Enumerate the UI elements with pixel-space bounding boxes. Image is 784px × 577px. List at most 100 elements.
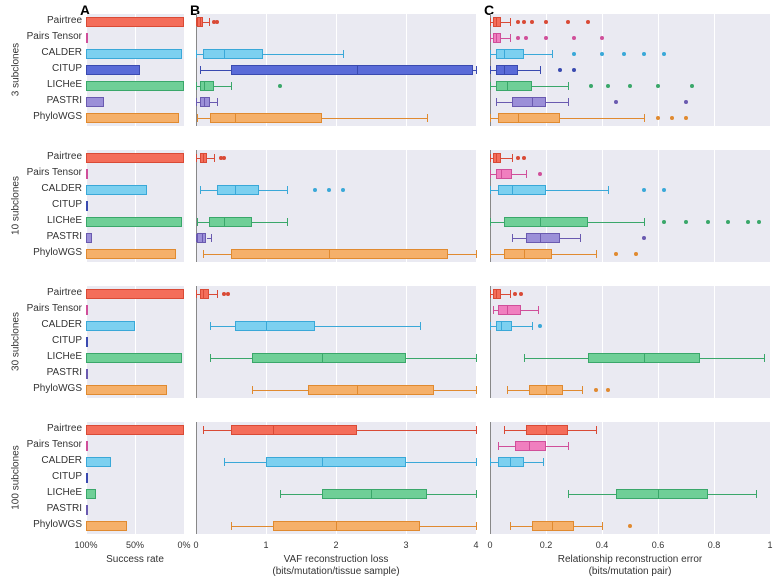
box	[252, 353, 406, 363]
cap-high	[582, 386, 583, 394]
cap-high	[476, 522, 477, 530]
figure-root: ABC3 subclones10 subclones30 subclones10…	[0, 0, 784, 571]
box	[532, 521, 574, 531]
whisker-high	[252, 222, 287, 223]
gridline	[266, 150, 267, 262]
outlier	[684, 116, 688, 120]
outlier	[572, 52, 576, 56]
median	[501, 169, 502, 179]
cap-low	[490, 82, 491, 90]
bar	[86, 169, 88, 179]
whisker-high	[532, 86, 568, 87]
bar	[86, 505, 88, 515]
cap-high	[420, 322, 421, 330]
tick-label: 0	[181, 540, 211, 550]
gridline	[770, 422, 771, 534]
median	[224, 217, 225, 227]
cap-high	[476, 386, 477, 394]
axis-subtitle: (bits/mutation/tissue sample)	[196, 566, 476, 577]
box	[498, 457, 523, 467]
box	[231, 65, 473, 75]
cap-low	[490, 50, 491, 58]
median	[235, 185, 236, 195]
cap-low	[504, 426, 505, 434]
cap-low	[490, 458, 491, 466]
bar	[86, 321, 135, 331]
gridline	[546, 422, 547, 534]
whisker-high	[406, 462, 476, 463]
outlier	[656, 116, 660, 120]
median	[224, 49, 225, 59]
method-label: LICHeE	[12, 351, 82, 362]
box	[322, 489, 427, 499]
cap-high	[287, 218, 288, 226]
whisker-low	[568, 494, 616, 495]
whisker-high	[552, 254, 597, 255]
tick-label: 0.6	[643, 540, 673, 550]
box	[512, 97, 546, 107]
whisker-high	[521, 310, 538, 311]
cap-low	[196, 50, 197, 58]
gridline	[184, 150, 185, 262]
whisker-high	[512, 174, 526, 175]
box	[498, 305, 520, 315]
cap-low	[197, 114, 198, 122]
tick-label: 0.8	[699, 540, 729, 550]
outlier	[746, 220, 750, 224]
method-label: PASTRI	[12, 95, 82, 106]
box	[498, 185, 546, 195]
median	[322, 353, 323, 363]
cap-low	[196, 290, 197, 298]
whisker-high	[700, 358, 764, 359]
box	[493, 17, 501, 27]
median	[235, 113, 236, 123]
whisker-low	[504, 430, 526, 431]
whisker-low	[200, 70, 232, 71]
whisker-high	[563, 390, 583, 391]
gridline	[476, 286, 477, 398]
method-label: PhyloWGS	[12, 247, 82, 258]
whisker-high	[406, 358, 476, 359]
cap-low	[210, 354, 211, 362]
median	[510, 457, 511, 467]
whisker-high	[546, 446, 568, 447]
box	[235, 321, 316, 331]
axis-subtitle: (bits/mutation pair)	[490, 566, 770, 577]
method-label: LICHeE	[12, 487, 82, 498]
cap-high	[644, 218, 645, 226]
outlier	[656, 84, 660, 88]
whisker-low	[231, 526, 273, 527]
outlier	[642, 52, 646, 56]
median	[336, 521, 337, 531]
tick-label: 2	[321, 540, 351, 550]
cap-high	[510, 34, 511, 42]
gridline	[714, 286, 715, 398]
cap-low	[524, 354, 525, 362]
median	[501, 321, 502, 331]
cap-low	[196, 82, 197, 90]
median	[504, 49, 505, 59]
cap-high	[526, 170, 527, 178]
median	[371, 489, 372, 499]
cap-low	[490, 218, 491, 226]
bar	[86, 33, 88, 43]
median	[532, 97, 533, 107]
cap-low	[568, 490, 569, 498]
gridline	[406, 422, 407, 534]
box	[496, 81, 532, 91]
box	[526, 233, 560, 243]
median	[546, 385, 547, 395]
outlier	[516, 20, 520, 24]
tick-label: 50%	[120, 540, 150, 550]
cap-high	[476, 66, 477, 74]
gridline	[336, 286, 337, 398]
cap-low	[280, 490, 281, 498]
cap-high	[510, 18, 511, 26]
cap-high	[476, 458, 477, 466]
median	[266, 321, 267, 331]
outlier	[726, 220, 730, 224]
gridline	[714, 150, 715, 262]
cap-high	[644, 114, 645, 122]
outlier	[600, 36, 604, 40]
gridline	[266, 422, 267, 534]
